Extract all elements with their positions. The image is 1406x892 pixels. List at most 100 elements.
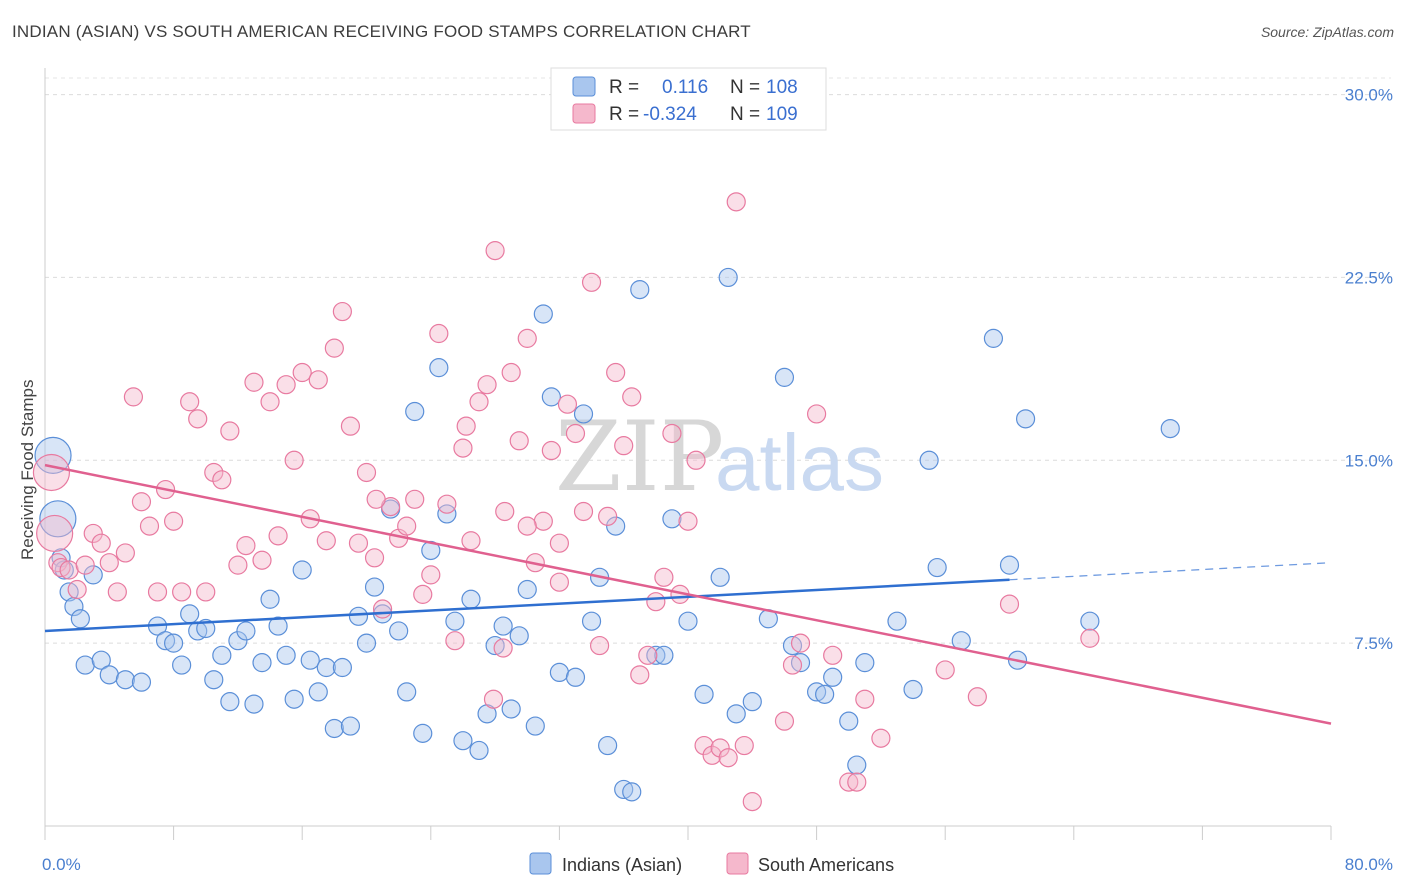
legend-n-value: 108 xyxy=(766,77,798,98)
scatter-point xyxy=(919,450,939,470)
scatter-point xyxy=(967,687,987,707)
scatter-point xyxy=(509,626,529,646)
legend-n-label: N = xyxy=(730,104,760,125)
scatter-point xyxy=(332,301,352,322)
scatter-point xyxy=(646,645,666,665)
scatter-point xyxy=(718,267,738,288)
scatter-point xyxy=(509,431,529,451)
scatter-point xyxy=(308,682,328,702)
scatter-point xyxy=(260,392,280,412)
scatter-point xyxy=(348,533,369,553)
scatter-point xyxy=(155,631,176,651)
scatter-point xyxy=(517,579,537,600)
scatter-point xyxy=(445,631,465,651)
scatter-point xyxy=(549,662,570,683)
scatter-point xyxy=(662,423,682,444)
scatter-point xyxy=(453,731,473,751)
scatter-point xyxy=(1080,611,1100,631)
scatter-point xyxy=(614,436,634,456)
y-tick-label: 15.0% xyxy=(1345,451,1393,470)
scatter-point xyxy=(501,362,521,383)
scatter-point xyxy=(75,555,95,575)
source-label: Source: ZipAtlas.com xyxy=(1260,24,1394,40)
scatter-point xyxy=(405,489,425,509)
y-axis-label: Receiving Food Stamps xyxy=(18,380,37,560)
scatter-point xyxy=(638,645,658,665)
y-tick-labels: 7.5% 15.0% 22.5% 30.0% xyxy=(1345,86,1393,654)
scatter-point xyxy=(694,735,714,756)
bottom-legend-label: Indians (Asian) xyxy=(562,855,682,875)
scatter-point xyxy=(495,501,515,522)
scatter-point xyxy=(236,621,256,641)
scatter-point xyxy=(654,567,674,587)
scatter-point xyxy=(54,560,74,580)
scatter-point xyxy=(1015,409,1036,429)
scatter-point xyxy=(115,670,135,690)
scatter-point xyxy=(999,555,1020,575)
scatter-point xyxy=(483,689,504,709)
scatter-point xyxy=(244,372,264,392)
trend-line-indians xyxy=(44,578,1010,633)
scatter-point xyxy=(204,462,224,483)
scatter-point xyxy=(806,404,827,424)
scatter-point xyxy=(115,543,135,563)
scatter-point xyxy=(180,604,200,624)
scatter-point xyxy=(244,694,264,714)
scatter-point xyxy=(598,735,618,756)
scatter-point xyxy=(421,565,441,585)
scatter-point xyxy=(364,577,385,597)
scatter-point xyxy=(525,716,545,736)
scatter-point xyxy=(147,582,168,602)
scatter-point xyxy=(59,560,79,580)
scatter-point xyxy=(316,657,336,678)
scatter-point xyxy=(935,660,955,680)
legend-n-label: N = xyxy=(730,77,760,98)
scatter-point xyxy=(630,280,650,300)
scatter-point xyxy=(75,655,95,675)
legend-box: R = 0.116 N = 108 R = -0.324 N = 109 xyxy=(550,67,827,131)
legend-r-value: -0.324 xyxy=(643,104,697,125)
scatter-point xyxy=(397,516,417,536)
scatter-point xyxy=(790,633,811,653)
scatter-point xyxy=(614,779,634,800)
scatter-point xyxy=(469,740,489,761)
scatter-point xyxy=(999,594,1020,614)
scatter-point xyxy=(622,782,642,802)
scatter-point xyxy=(364,548,385,568)
scatter-point xyxy=(815,684,835,704)
scatter-point xyxy=(172,582,192,602)
scatter-point xyxy=(565,423,586,444)
scatter-point xyxy=(678,511,698,531)
scatter-point xyxy=(823,645,843,665)
bottom-legend-swatch-south-americans xyxy=(726,852,749,875)
scatter-point xyxy=(485,635,505,656)
scatter-point xyxy=(1160,418,1180,439)
scatter-point xyxy=(332,657,352,678)
scatter-point xyxy=(501,699,521,719)
scatter-point xyxy=(790,653,811,673)
scatter-point xyxy=(839,772,859,792)
scatter-point xyxy=(581,272,602,292)
scatter-point xyxy=(324,718,344,739)
scatter-point xyxy=(726,704,746,724)
scatter-point xyxy=(927,557,947,578)
scatter-point xyxy=(533,511,553,531)
scatter-point xyxy=(654,645,674,665)
scatter-point xyxy=(855,689,875,709)
scatter-point xyxy=(276,645,296,665)
scatter-point xyxy=(340,716,361,736)
scatter-point xyxy=(83,523,103,544)
watermark: ZIP atlas xyxy=(555,401,884,513)
scatter-point xyxy=(847,755,867,775)
scatter-point xyxy=(83,565,103,585)
scatter-point xyxy=(36,514,74,553)
legend-swatch-south-americans xyxy=(572,103,596,124)
scatter-point xyxy=(742,692,762,712)
scatter-point xyxy=(188,409,208,429)
scatter-point xyxy=(204,670,224,690)
scatter-point xyxy=(557,394,578,414)
scatter-point xyxy=(180,392,200,412)
scatter-point xyxy=(662,509,682,529)
scatter-point xyxy=(300,650,320,670)
